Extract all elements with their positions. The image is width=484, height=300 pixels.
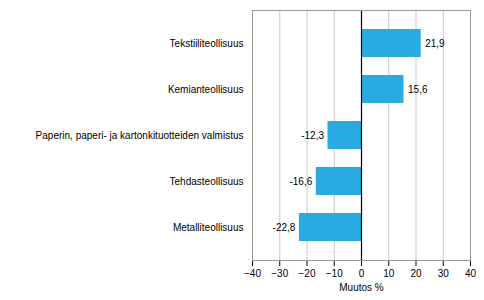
svg-text:0: 0 [359,268,365,279]
svg-text:10: 10 [383,268,395,279]
svg-text:30: 30 [438,268,450,279]
svg-text:20: 20 [410,268,422,279]
svg-text:Paperin, paperi- ja kartonkitu: Paperin, paperi- ja kartonkituotteiden v… [36,130,244,141]
svg-text:−30: −30 [271,268,288,279]
svg-text:Muutos %: Muutos % [339,282,384,293]
svg-text:-16,6: -16,6 [289,176,312,187]
svg-text:−10: −10 [326,268,343,279]
svg-text:-12,3: -12,3 [301,130,324,141]
svg-text:15,6: 15,6 [408,84,428,95]
svg-text:Metalliteollisuus: Metalliteollisuus [173,222,244,233]
svg-text:40: 40 [465,268,477,279]
svg-text:Tehdasteollisuus: Tehdasteollisuus [170,176,244,187]
svg-text:Kemianteollisuus: Kemianteollisuus [168,84,244,95]
svg-text:-22,8: -22,8 [273,222,296,233]
svg-text:21,9: 21,9 [425,38,445,49]
svg-text:−40: −40 [244,268,261,279]
svg-text:−20: −20 [299,268,316,279]
svg-text:Tekstiiliteollisuus: Tekstiiliteollisuus [170,38,244,49]
